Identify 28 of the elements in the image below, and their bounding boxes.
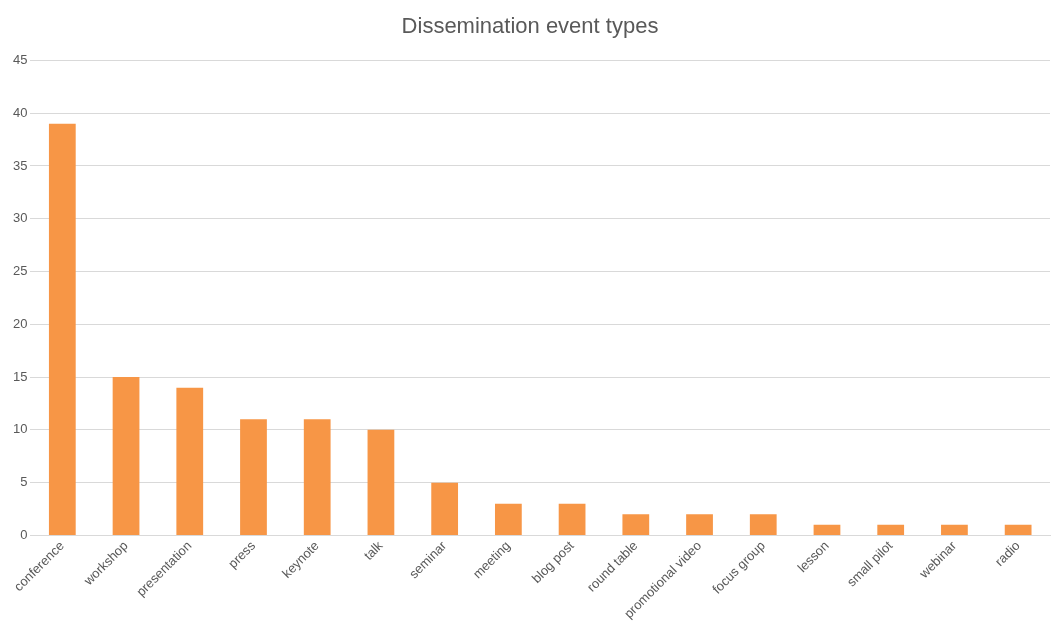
bar [686,514,713,535]
bar [622,514,650,535]
bar [112,377,140,535]
bar [749,514,777,535]
bar [494,503,522,535]
y-tick-label: 45 [12,51,28,67]
bar [240,419,267,535]
y-tick-label: 20 [12,315,28,331]
y-tick-label: 30 [12,210,28,226]
bar [367,429,395,535]
bar [877,524,905,535]
bar [941,524,968,535]
y-tick-label: 10 [12,421,28,437]
y-tick-label: 35 [12,157,28,173]
bar [813,524,841,535]
bar [1004,524,1032,535]
y-tick-label: 40 [12,104,28,120]
y-tick-label: 0 [20,526,28,542]
y-tick-label: 5 [20,474,28,490]
bar [431,482,459,535]
y-tick-label: 15 [12,368,28,384]
y-tick-label: 25 [12,263,28,279]
bar [303,419,331,535]
x-tick-label: talk [360,537,386,563]
chart-title: Dissemination event types [401,13,659,39]
bar [176,387,204,535]
bar [558,503,586,535]
bar [48,123,76,535]
